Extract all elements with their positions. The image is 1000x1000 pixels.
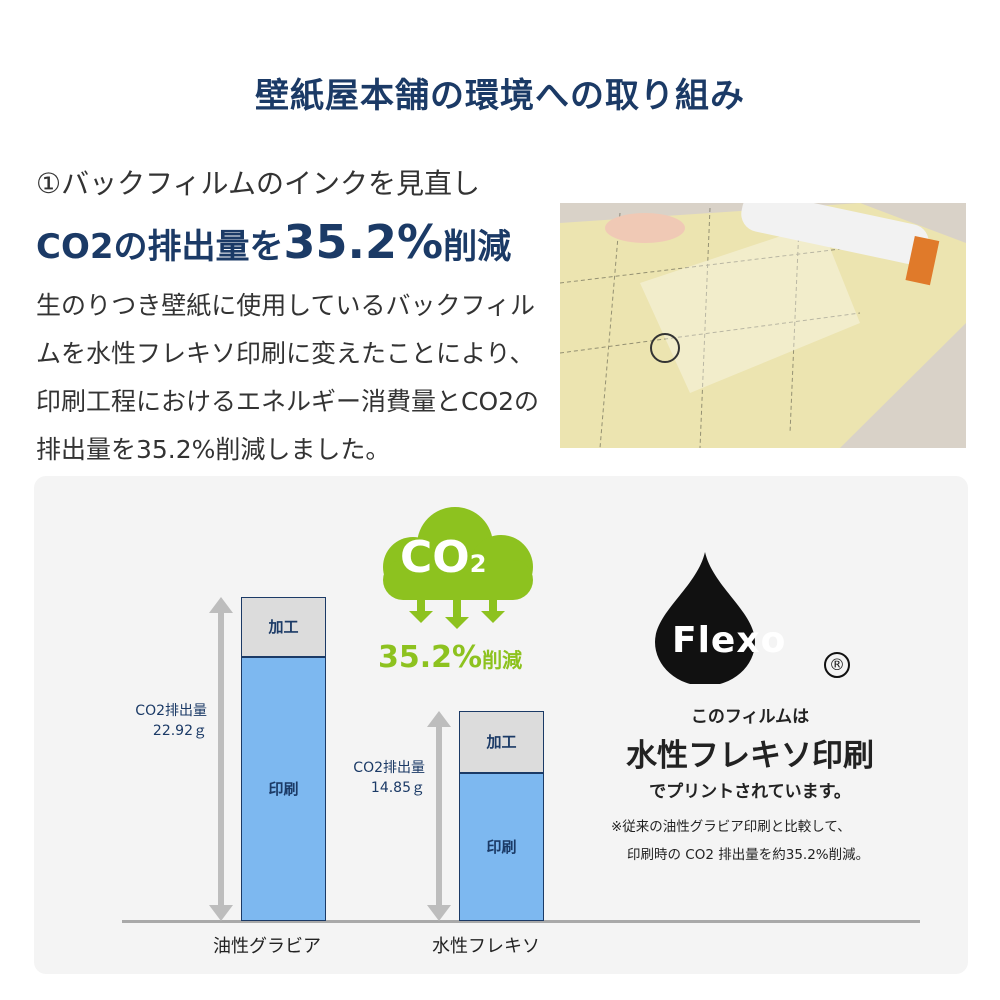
headline-pre: CO2の排出量を [36, 227, 284, 267]
reduction-suffix: 削減 [482, 648, 523, 672]
headline-post: 削減 [443, 227, 512, 267]
co2-cloud-icon [373, 505, 543, 635]
registered-mark: ® [824, 652, 850, 678]
category-label: 水性フレキソ [432, 936, 540, 957]
total-label-line2: 14.85ｇ [370, 780, 425, 797]
total-label: CO2排出量 22.92ｇ [97, 701, 207, 741]
total-label-line1: CO2排出量 [353, 760, 425, 777]
total-label: CO2排出量 14.85ｇ [315, 758, 425, 798]
flexo-drop-icon [655, 552, 755, 686]
bar-segment-printing: 印刷 [241, 656, 326, 921]
headline-value: 35.2% [283, 215, 444, 269]
bar-segment-processing: 加工 [241, 597, 326, 657]
reduction-value: 35.2% [378, 640, 483, 675]
reduction-label: 35.2%削減 [378, 640, 522, 675]
body-text: 生のりつき壁紙に使用しているバックフィルムを水性フレキソ印刷に変えたことにより、… [36, 291, 540, 464]
product-photo [560, 203, 966, 448]
flexo-note2: 印刷時の CO2 排出量を約35.2%削減。 [627, 847, 870, 863]
total-label-line2: 22.92ｇ [152, 723, 207, 739]
flexo-line2: 水性フレキソ印刷 [626, 738, 874, 774]
headline: CO2の排出量を35.2%削減 [36, 215, 511, 269]
height-arrow [209, 597, 233, 921]
flexo-line3: でプリントされています。 [649, 782, 851, 802]
flexo-line1: このフィルムは [690, 707, 810, 727]
baseline [122, 920, 920, 923]
bar-segment-processing: 加工 [459, 711, 544, 773]
cloud-subscript: 2 [469, 550, 487, 578]
flexo-note1: ※従来の油性グラビア印刷と比較して、 [611, 819, 851, 835]
height-arrow [427, 711, 451, 921]
flexo-logo: Flexo [672, 620, 787, 661]
total-label-line1: CO2排出量 [135, 703, 207, 719]
bar-segment-printing: 印刷 [459, 772, 544, 921]
section-subtitle: ①バックフィルムのインクを見直し [36, 167, 480, 200]
cloud-co2-label: CO2 [400, 532, 486, 583]
page-title: 壁紙屋本舗の環境への取り組み [255, 76, 745, 116]
category-label: 油性グラビア [213, 936, 321, 957]
cloud-label: CO [400, 532, 470, 583]
